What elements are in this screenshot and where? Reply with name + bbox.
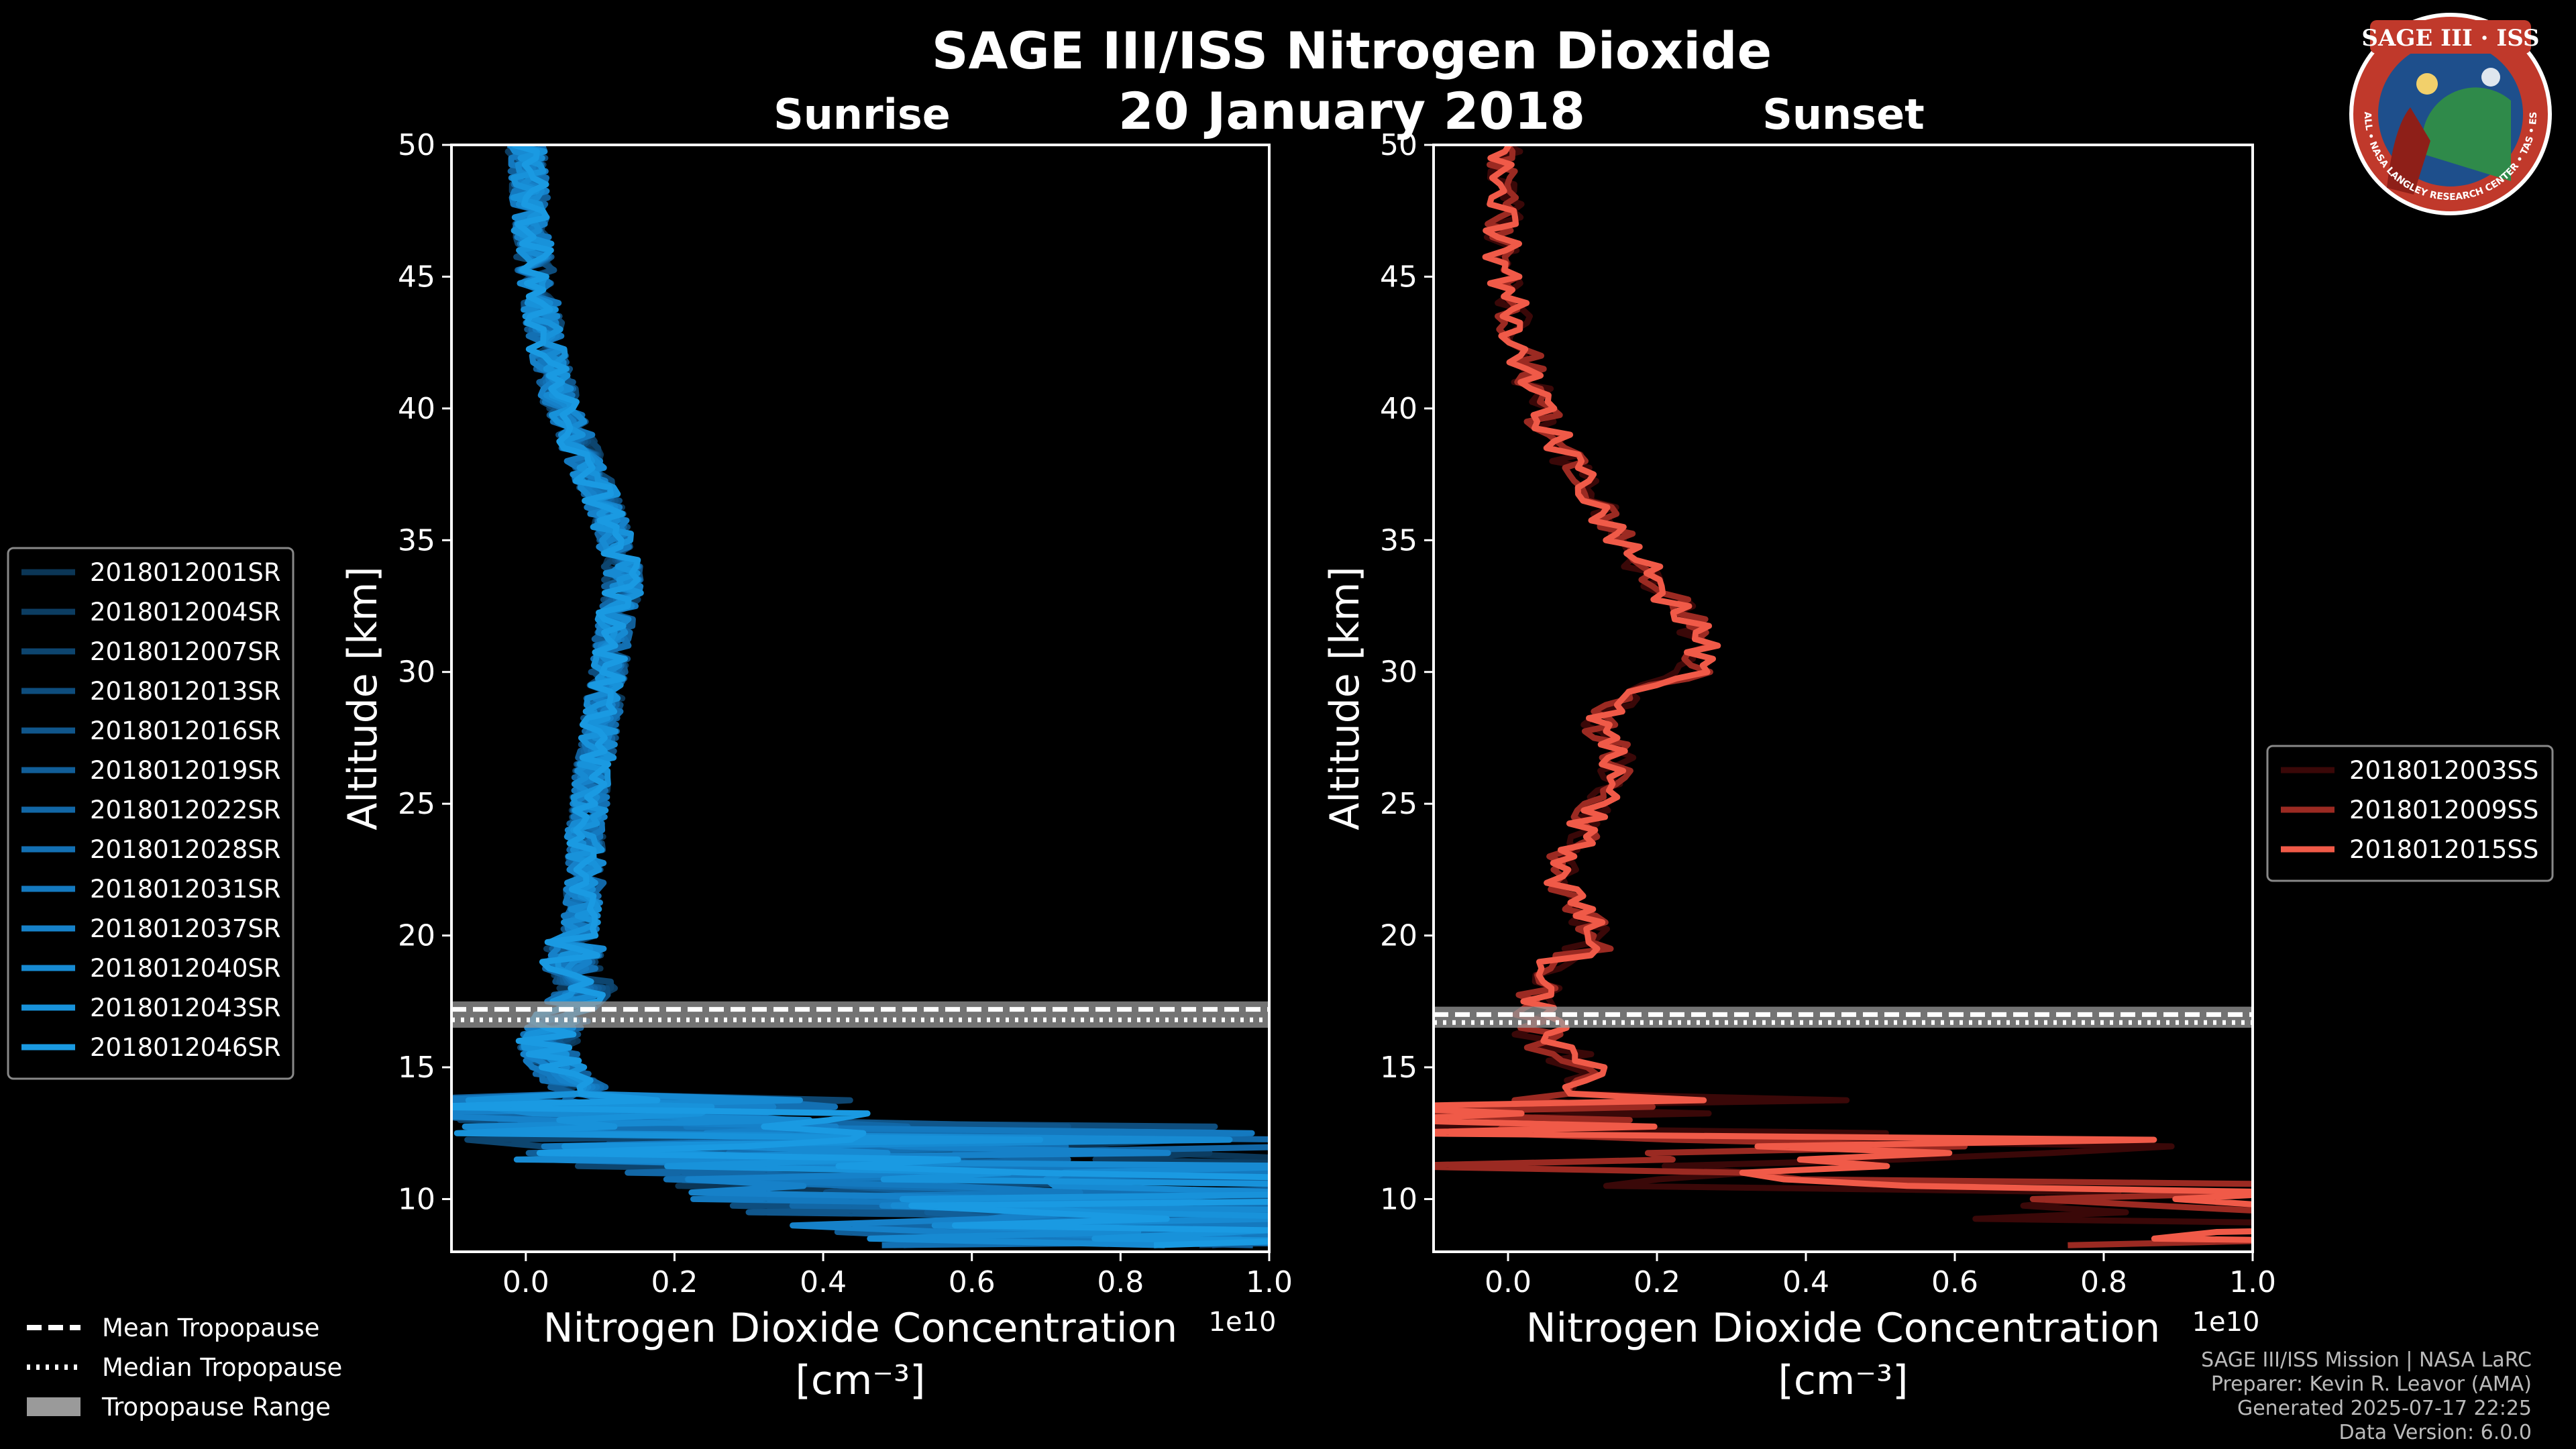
figure-date: 20 January 2018 [1118, 81, 1585, 141]
x-tick-label: 0.6 [1931, 1265, 1978, 1299]
legend-label-2018012003SS: 2018012003SS [2349, 756, 2538, 785]
legend-box [7, 547, 294, 1080]
y-tick-label: 45 [1380, 260, 1417, 294]
x-tick-label: 1.0 [2229, 1265, 2276, 1299]
sunset-panel-title: Sunset [1762, 90, 1925, 139]
legend-label-2018012037SR: 2018012037SR [90, 914, 281, 943]
x-axis-offset-label: 1e10 [1209, 1307, 1277, 1338]
sunrise-chart: 0.0 0.2 0.4 0.6 0.8 1.0 10 15 20 25 30 35 40 45 50 1e10… [339, 128, 1293, 1404]
legend-label-2018012019SR: 2018012019SR [90, 756, 281, 785]
legend-label-2018012013SR: 2018012013SR [90, 677, 281, 706]
legend-label-2018012031SR: 2018012031SR [90, 875, 281, 904]
legend-box [2266, 745, 2554, 882]
y-tick-label: 30 [398, 655, 435, 690]
series-line-2018012046SR [451, 145, 1269, 1248]
footer-data-version: Data Version: 6.0.0 [2339, 1421, 2532, 1444]
x-tick-label: 0.4 [1782, 1265, 1829, 1299]
x-tick-label: 0.6 [949, 1265, 996, 1299]
sunset-legend: 2018012003SS 2018012009SS 2018012015SS [2266, 745, 2554, 882]
legend-label-2018012022SR: 2018012022SR [90, 796, 281, 824]
logo-moon-icon [2481, 68, 2500, 87]
tropopause-range-band [451, 1001, 1269, 1028]
logo-sun-icon [2416, 73, 2438, 95]
plot-frame [450, 144, 1271, 1253]
y-tick-label: 15 [398, 1051, 435, 1085]
logo-banner [2370, 20, 2531, 54]
x-tick-label: 0.0 [1485, 1265, 1532, 1299]
logo-earth-icon [2422, 87, 2511, 181]
legend-label-2018012007SR: 2018012007SR [90, 637, 281, 666]
legend-label-2018012040SR: 2018012040SR [90, 954, 281, 983]
legend-label-2018012001SR: 2018012001SR [90, 558, 281, 587]
x-tick-label: 1.0 [1246, 1265, 1293, 1299]
x-axis-label: Nitrogen Dioxide Concentration [1526, 1305, 2161, 1352]
x-tick-label: 0.2 [651, 1265, 698, 1299]
tropopause-legend-label: Tropopause Range [101, 1393, 331, 1421]
y-axis-label: Altitude [km] [1322, 566, 1368, 830]
plot-area [1434, 145, 2253, 1248]
plot-frame [1432, 144, 2254, 1253]
x-tick-label: 0.8 [1097, 1265, 1144, 1299]
footer-generated: Generated 2025-07-17 22:25 [2237, 1397, 2532, 1420]
legend-label-2018012043SR: 2018012043SR [90, 994, 281, 1022]
logo-figure-icon [2387, 107, 2430, 195]
y-tick-label: 25 [398, 787, 435, 821]
y-tick-label: 40 [1380, 392, 1417, 426]
y-tick-label: 50 [398, 128, 435, 162]
legend-label-2018012046SR: 2018012046SR [90, 1033, 281, 1062]
tropopause-range-swatch [27, 1397, 80, 1416]
x-tick-label: 0.2 [1633, 1265, 1680, 1299]
x-tick-label: 0.8 [2080, 1265, 2127, 1299]
tropopause-legend: Mean Tropopause Median Tropopause Tropopau… [27, 1313, 342, 1421]
figure-title: SAGE III/ISS Nitrogen Dioxide [932, 21, 1772, 80]
footer-preparer: Preparer: Kevin R. Leavor (AMA) [2211, 1373, 2532, 1396]
y-tick-label: 25 [1380, 787, 1417, 821]
y-tick-label: 45 [398, 260, 435, 294]
y-tick-label: 30 [1380, 655, 1417, 690]
logo-name: SAGE III · ISS [2361, 25, 2539, 52]
sunrise-panel-title: Sunrise [773, 90, 951, 139]
series-line-2018012015SS [1434, 145, 2253, 1243]
sunset-chart: 0.0 0.2 0.4 0.6 0.8 1.0 10 15 20 25 30 35 40 45 50 1e10… [1322, 128, 2276, 1404]
y-tick-label: 35 [1380, 523, 1417, 557]
y-tick-label: 15 [1380, 1051, 1417, 1085]
x-tick-label: 0.0 [502, 1265, 549, 1299]
legend-label-2018012028SR: 2018012028SR [90, 835, 281, 864]
tropopause-range-band [1434, 1006, 2253, 1028]
y-axis-label: Altitude [km] [339, 566, 386, 830]
tropopause-legend-label: Mean Tropopause [102, 1313, 320, 1342]
y-tick-label: 35 [398, 523, 435, 557]
legend-label-2018012015SS: 2018012015SS [2349, 835, 2538, 864]
x-axis-label: Nitrogen Dioxide Concentration [543, 1305, 1178, 1352]
sage-iii-iss-logo: SAGE III · ISS BALL • NASA LANGLEY RESEA… [2349, 13, 2552, 215]
legend-label-2018012009SS: 2018012009SS [2349, 796, 2538, 824]
x-axis-unit: [cm⁻³] [1778, 1357, 1909, 1404]
x-axis-unit: [cm⁻³] [796, 1357, 926, 1404]
tropopause-legend-label: Median Tropopause [102, 1353, 342, 1382]
legend-label-2018012016SR: 2018012016SR [90, 716, 281, 745]
y-tick-label: 40 [398, 392, 435, 426]
footer-mission: SAGE III/ISS Mission | NASA LaRC [2201, 1348, 2532, 1372]
y-tick-label: 50 [1380, 128, 1417, 162]
legend-label-2018012004SR: 2018012004SR [90, 598, 281, 627]
x-tick-label: 0.4 [800, 1265, 847, 1299]
y-tick-label: 10 [398, 1182, 435, 1216]
sunrise-legend: 2018012001SR 2018012004SR 2018012007SR 2018… [7, 547, 294, 1080]
y-tick-label: 20 [1380, 919, 1417, 953]
plot-area [451, 145, 1269, 1248]
x-axis-offset-label: 1e10 [2192, 1307, 2260, 1338]
y-tick-label: 20 [398, 919, 435, 953]
y-tick-label: 10 [1380, 1182, 1417, 1216]
